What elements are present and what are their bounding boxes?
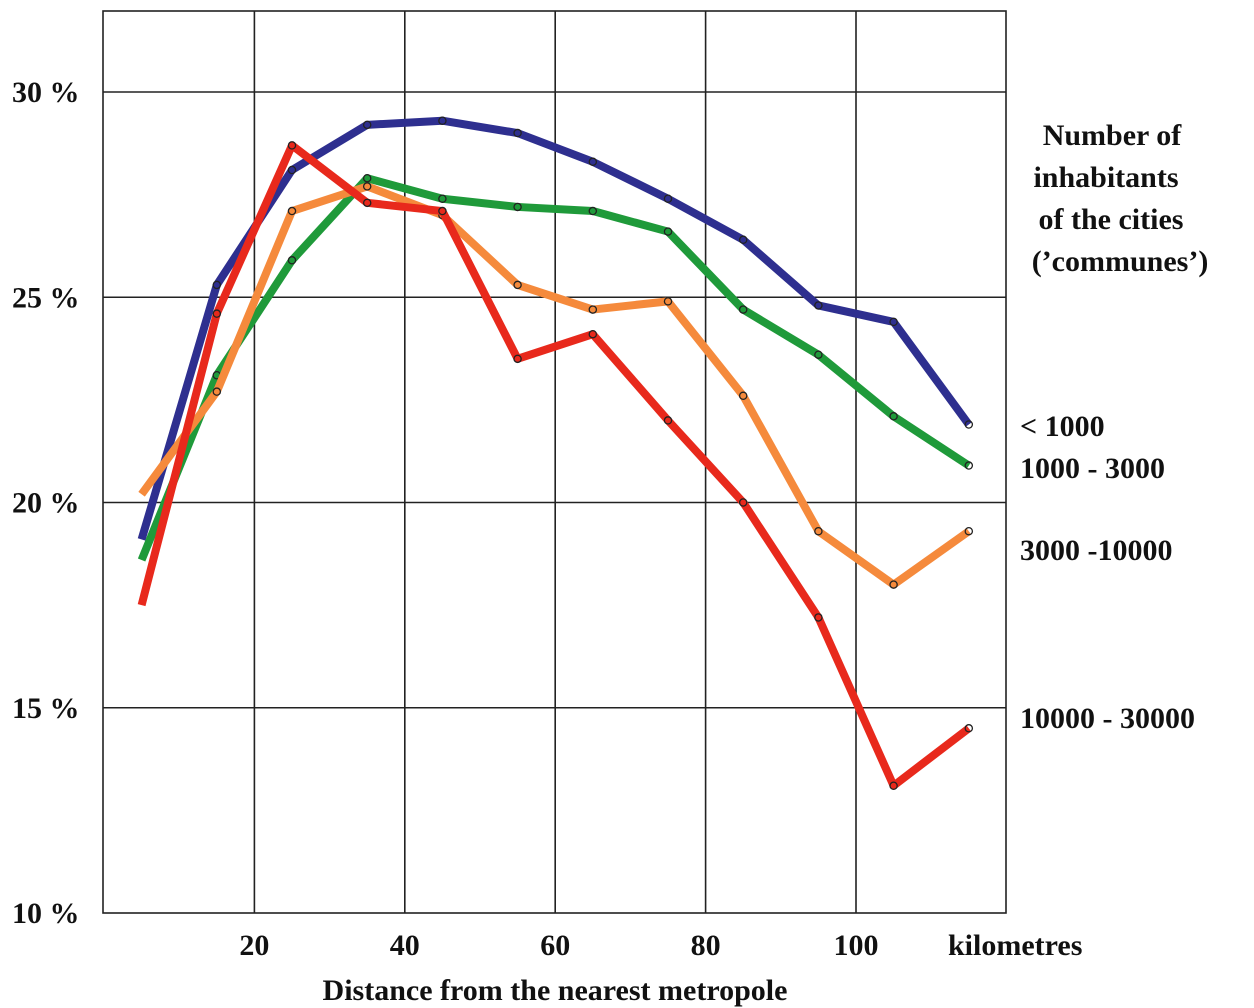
x-tick-label: 40 [390,929,420,962]
x-tick-label: 20 [239,929,269,962]
legend-title-line: Number of [1043,119,1183,152]
legend-title-line: (’communes’) [1032,245,1209,278]
data-point [362,198,372,208]
data-point [738,498,748,507]
data-point [287,165,297,175]
data-point [513,354,522,364]
data-point [964,724,974,733]
x-tick-label: 100 [834,929,879,962]
data-point [287,206,297,216]
data-point [889,412,898,421]
x-tick-label: 60 [540,929,570,962]
data-point [588,305,598,314]
data-point [738,235,748,245]
data-point [513,202,522,212]
x-axis-ticks: 20 40 60 80 100 [239,929,878,962]
data-point [964,461,974,470]
data-point [964,420,974,429]
legend-entry-lt-1000: < 1000 [1020,410,1105,443]
legend: Number of inhabitants of the cities (’co… [1020,119,1208,735]
data-point [889,580,898,589]
data-point [588,206,598,216]
grid [103,11,1006,913]
x-axis-unit: kilometres [948,929,1082,962]
y-axis-ticks: 10 % 15 % 20 % 25 % 30 % [12,76,80,930]
data-point [814,613,823,622]
y-tick-label: 15 % [12,692,80,725]
data-point [513,280,522,290]
plot-frame [102,10,1007,914]
data-point [663,297,673,306]
data-point [964,526,974,536]
series-line [138,182,972,589]
data-point [513,128,522,138]
x-axis-label: Distance from the nearest metropole [323,974,788,1007]
series-line [137,141,972,790]
legend-entry-3000-10000: 3000 -10000 [1020,534,1173,567]
data-point [814,301,823,310]
data-point [212,387,222,396]
data-point [212,280,222,290]
data-point [287,141,297,150]
data-point [438,116,447,125]
series-1 [137,116,974,541]
y-tick-label: 30 % [12,76,80,109]
data-point [738,305,748,314]
data-point [889,781,898,790]
y-tick-label: 10 % [12,897,80,930]
data-point [663,227,673,236]
data-point [738,391,748,401]
data-point [212,309,222,318]
data-point [287,256,297,265]
series-line [137,116,973,541]
data-point [362,120,372,130]
series-4 [137,141,974,790]
x-tick-label: 80 [691,929,721,962]
data-point [362,182,372,191]
y-tick-label: 20 % [12,487,80,520]
data-point [663,416,673,425]
data-point [438,206,447,216]
legend-title-line: inhabitants [1033,161,1178,194]
series-3 [138,182,974,589]
legend-entry-10000-30000: 10000 - 30000 [1020,702,1195,735]
legend-title-line: of the cities [1039,203,1184,236]
data-point [663,194,673,203]
data-point [814,350,823,359]
legend-entry-1000-3000: 1000 - 3000 [1020,452,1165,485]
series-line [137,174,971,562]
data-point [588,157,598,167]
data-point [814,526,823,536]
series-layer [137,116,974,790]
data-point [588,329,598,339]
data-point [889,317,898,327]
data-point [362,173,372,183]
y-tick-label: 25 % [12,281,80,314]
data-point [438,194,447,203]
